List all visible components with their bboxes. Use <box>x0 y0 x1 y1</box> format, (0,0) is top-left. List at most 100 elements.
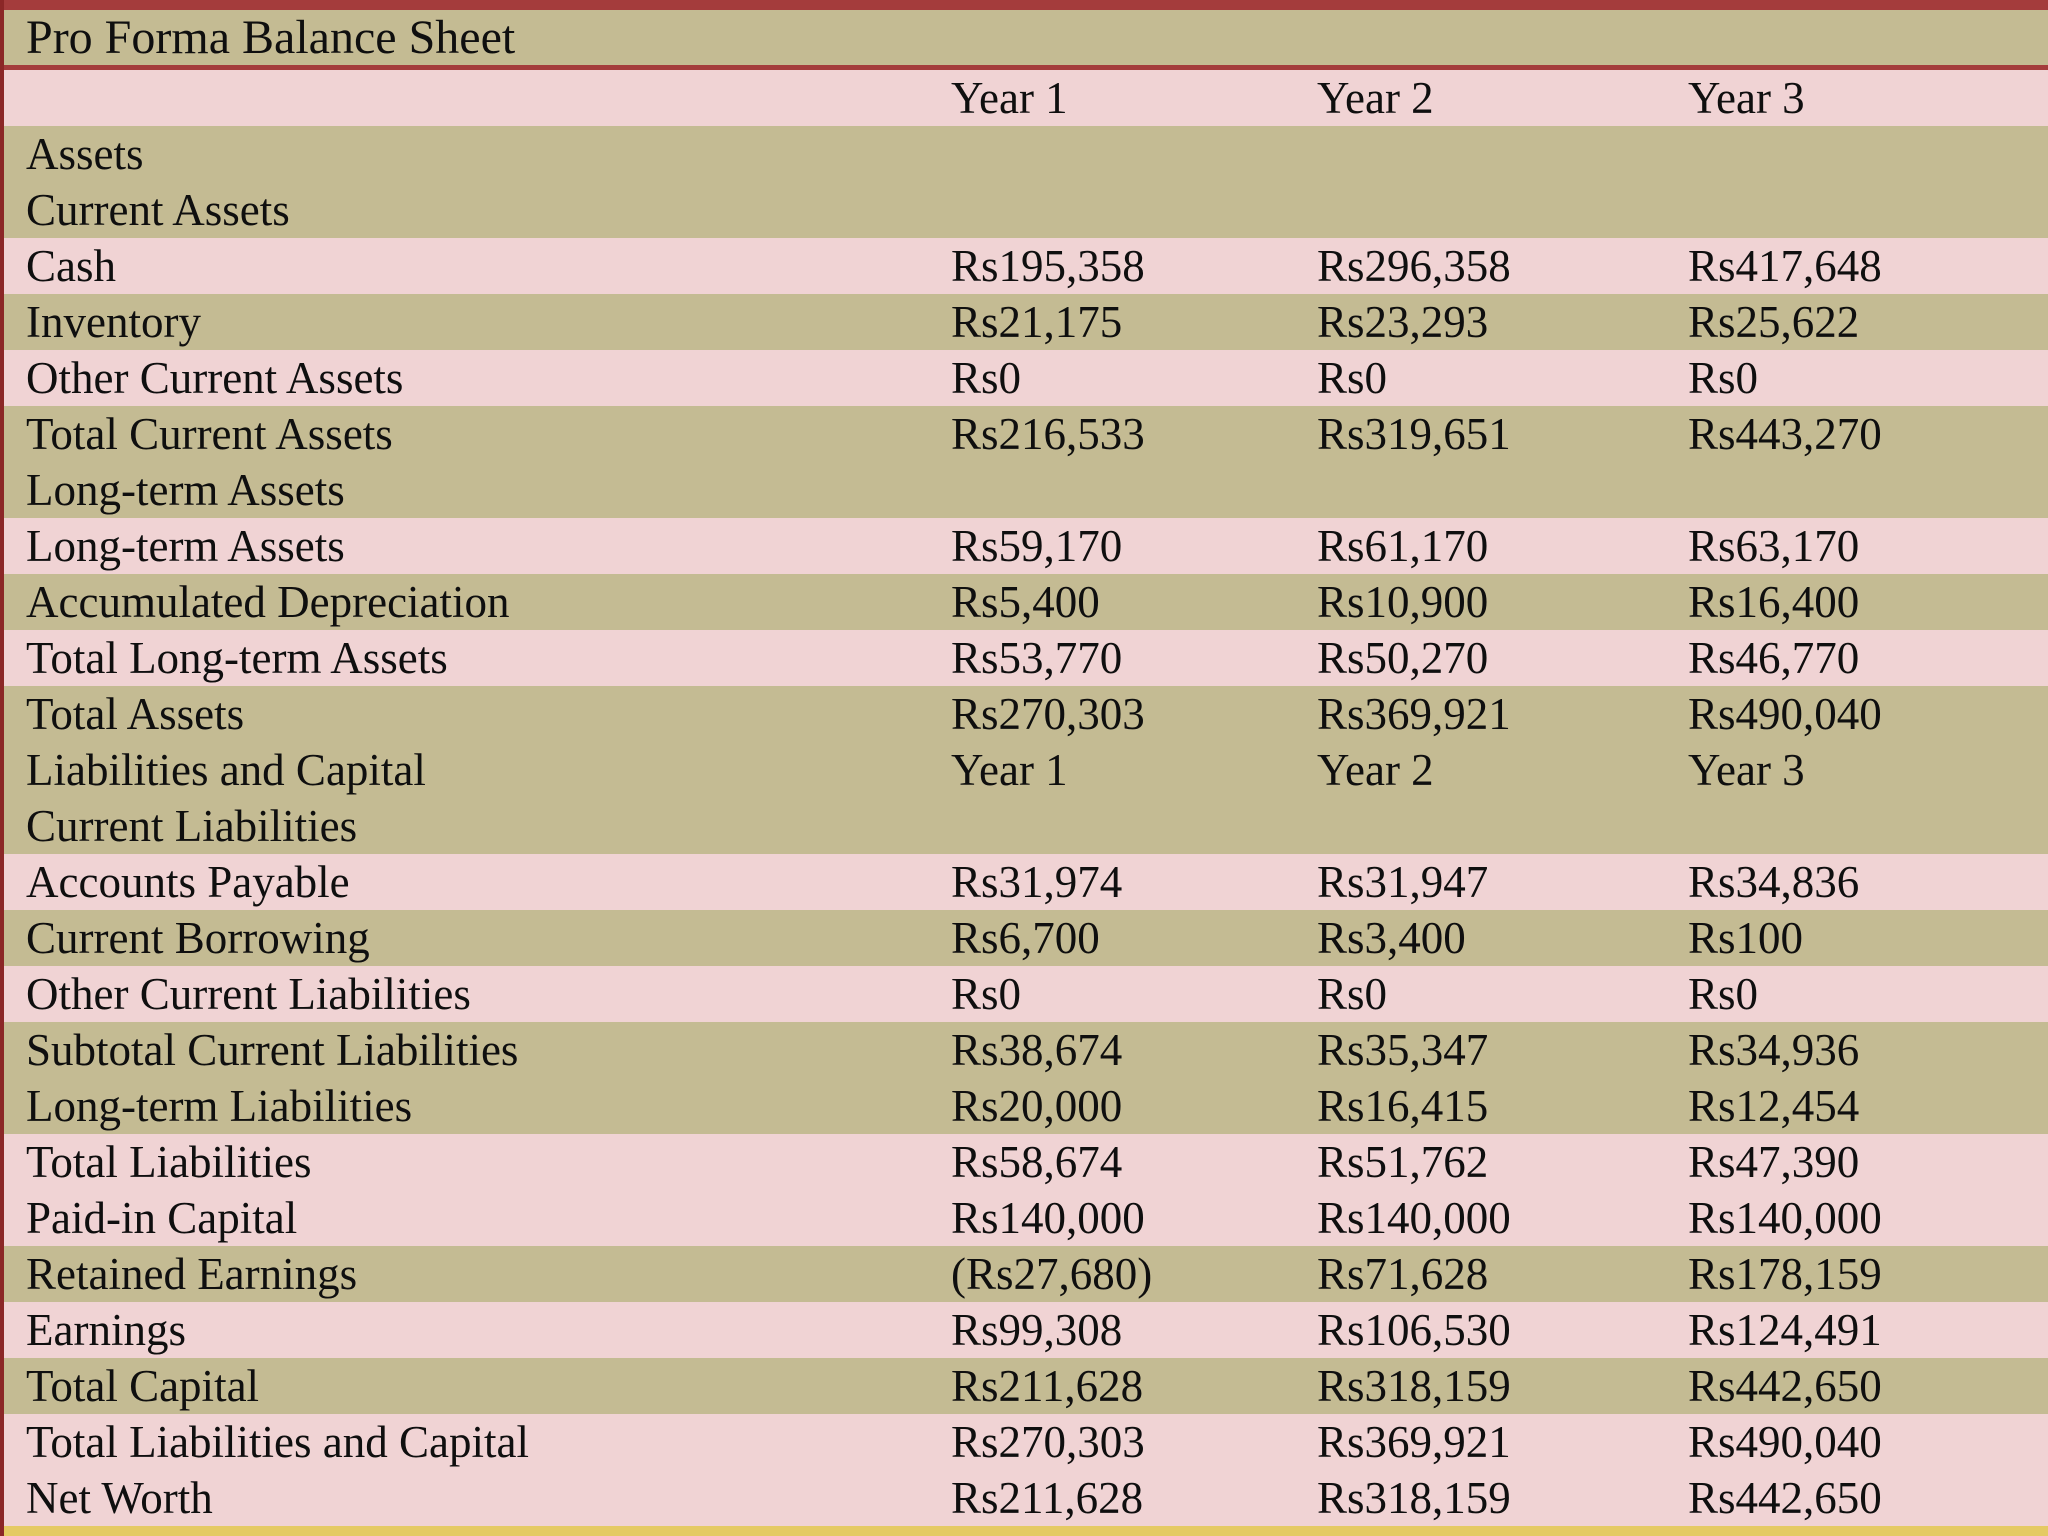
table-row-section: Current Liabilities <box>4 798 2048 854</box>
table-row-total: Total Liabilities Rs58,674 Rs51,762 Rs47… <box>4 1134 2048 1190</box>
cell-year1: Rs20,000 <box>951 1081 1123 1131</box>
table-row-data: Long-term Liabilities Rs20,000 Rs16,415 … <box>4 1078 2048 1134</box>
row-label: Total Capital <box>26 1361 260 1411</box>
row-label: Total Liabilities and Capital <box>26 1417 529 1467</box>
table-row-data: Accumulated Depreciation Rs5,400 Rs10,90… <box>4 574 2048 630</box>
table-row-column-header: Year 1 Year 2 Year 3 <box>4 70 2048 126</box>
cell-year1: Rs59,170 <box>951 521 1123 571</box>
sheet-title: Pro Forma Balance Sheet <box>26 11 516 64</box>
cell-year2: Year 2 <box>1317 745 1434 795</box>
cell-year3: Rs124,491 <box>1688 1305 1882 1355</box>
cell-year1: Rs38,674 <box>951 1025 1123 1075</box>
cell-year2: Rs3,400 <box>1317 913 1466 963</box>
cell-year1: Rs0 <box>951 969 1022 1019</box>
cell-year2: Rs10,900 <box>1317 577 1489 627</box>
table-row-total: Total Current Assets Rs216,533 Rs319,651… <box>4 406 2048 462</box>
cell-year2: Rs16,415 <box>1317 1081 1489 1131</box>
table-rows: Year 1 Year 2 Year 3 Assets Current Asse… <box>4 70 2048 1526</box>
table-row-data: Earnings Rs99,308 Rs106,530 Rs124,491 <box>4 1302 2048 1358</box>
title-underline <box>4 65 2048 70</box>
table-row-data: Paid-in Capital Rs140,000 Rs140,000 Rs14… <box>4 1190 2048 1246</box>
row-label: Total Current Assets <box>26 409 393 459</box>
cell-year1: Rs270,303 <box>951 689 1145 739</box>
cell-year3: Rs140,000 <box>1688 1193 1882 1243</box>
cell-year1: Year 1 <box>951 745 1068 795</box>
cell-year2: Rs0 <box>1317 353 1388 403</box>
cell-year3: Rs25,622 <box>1688 297 1860 347</box>
row-label: Net Worth <box>26 1473 213 1523</box>
cell-year1: Rs6,700 <box>951 913 1100 963</box>
cell-year3: Rs442,650 <box>1688 1473 1882 1523</box>
table-row-total: Total Capital Rs211,628 Rs318,159 Rs442,… <box>4 1358 2048 1414</box>
cell-year3: Rs46,770 <box>1688 633 1860 683</box>
cell-year1: Rs31,974 <box>951 857 1123 907</box>
cell-year1: Rs99,308 <box>951 1305 1123 1355</box>
table-row-column-header: Liabilities and Capital Year 1 Year 2 Ye… <box>4 742 2048 798</box>
row-label: Earnings <box>26 1305 186 1355</box>
table-row-total: Total Long-term Assets Rs53,770 Rs50,270… <box>4 630 2048 686</box>
cell-year1: Rs5,400 <box>951 577 1100 627</box>
table-row-total: Net Worth Rs211,628 Rs318,159 Rs442,650 <box>4 1470 2048 1526</box>
cell-year3: Rs63,170 <box>1688 521 1860 571</box>
cell-year3: Rs417,648 <box>1688 241 1882 291</box>
cell-year1: Rs21,175 <box>951 297 1123 347</box>
cell-year3: Rs34,836 <box>1688 857 1860 907</box>
cell-year3: Rs178,159 <box>1688 1249 1882 1299</box>
row-label: Accounts Payable <box>26 857 350 907</box>
cell-year3: Rs16,400 <box>1688 577 1860 627</box>
table-row-data: Cash Rs195,358 Rs296,358 Rs417,648 <box>4 238 2048 294</box>
row-label: Current Borrowing <box>26 913 370 963</box>
cell-year2: Year 2 <box>1317 73 1434 123</box>
cell-year3: Rs443,270 <box>1688 409 1882 459</box>
table-row-section: Current Assets <box>4 182 2048 238</box>
bottom-border <box>4 1526 2048 1536</box>
row-label: Total Long-term Assets <box>26 633 448 683</box>
table-row-total: Total Liabilities and Capital Rs270,303 … <box>4 1414 2048 1470</box>
cell-year2: Rs31,947 <box>1317 857 1489 907</box>
top-border <box>4 0 2048 10</box>
row-label: Other Current Assets <box>26 353 404 403</box>
table-row-data: Inventory Rs21,175 Rs23,293 Rs25,622 <box>4 294 2048 350</box>
table-row-data: Other Current Liabilities Rs0 Rs0 Rs0 <box>4 966 2048 1022</box>
row-label: Long-term Assets <box>26 465 345 515</box>
cell-year2: Rs0 <box>1317 969 1388 1019</box>
table-row-data: Accounts Payable Rs31,974 Rs31,947 Rs34,… <box>4 854 2048 910</box>
cell-year1: Rs140,000 <box>951 1193 1145 1243</box>
cell-year2: Rs61,170 <box>1317 521 1489 571</box>
cell-year3: Rs0 <box>1688 353 1759 403</box>
cell-year2: Rs23,293 <box>1317 297 1489 347</box>
row-label: Total Assets <box>26 689 245 739</box>
cell-year1: Rs195,358 <box>951 241 1145 291</box>
row-label: Retained Earnings <box>26 1249 358 1299</box>
row-label: Assets <box>26 129 144 179</box>
sheet-title-row: Pro Forma Balance Sheet <box>4 10 2048 65</box>
table-row-total: Total Assets Rs270,303 Rs369,921 Rs490,0… <box>4 686 2048 742</box>
cell-year1: Rs270,303 <box>951 1417 1145 1467</box>
cell-year1: Rs216,533 <box>951 409 1145 459</box>
cell-year1: (Rs27,680) <box>951 1249 1153 1299</box>
cell-year1: Year 1 <box>951 73 1068 123</box>
cell-year2: Rs318,159 <box>1317 1473 1511 1523</box>
table-row-section: Long-term Assets <box>4 462 2048 518</box>
cell-year2: Rs369,921 <box>1317 689 1511 739</box>
row-label: Inventory <box>26 297 201 347</box>
cell-year1: Rs0 <box>951 353 1022 403</box>
cell-year2: Rs140,000 <box>1317 1193 1511 1243</box>
table-row-section: Assets <box>4 126 2048 182</box>
cell-year3: Year 3 <box>1688 73 1805 123</box>
table-row-data: Other Current Assets Rs0 Rs0 Rs0 <box>4 350 2048 406</box>
cell-year2: Rs35,347 <box>1317 1025 1489 1075</box>
cell-year1: Rs211,628 <box>951 1473 1144 1523</box>
cell-year2: Rs106,530 <box>1317 1305 1511 1355</box>
table-row-data: Current Borrowing Rs6,700 Rs3,400 Rs100 <box>4 910 2048 966</box>
cell-year2: Rs318,159 <box>1317 1361 1511 1411</box>
cell-year3: Rs47,390 <box>1688 1137 1860 1187</box>
table-row-total: Subtotal Current Liabilities Rs38,674 Rs… <box>4 1022 2048 1078</box>
cell-year1: Rs53,770 <box>951 633 1123 683</box>
row-label: Current Assets <box>26 185 290 235</box>
row-label: Current Liabilities <box>26 801 358 851</box>
cell-year3: Rs100 <box>1688 913 1804 963</box>
table-row-data: Long-term Assets Rs59,170 Rs61,170 Rs63,… <box>4 518 2048 574</box>
row-label: Accumulated Depreciation <box>26 577 510 627</box>
row-label: Subtotal Current Liabilities <box>26 1025 519 1075</box>
